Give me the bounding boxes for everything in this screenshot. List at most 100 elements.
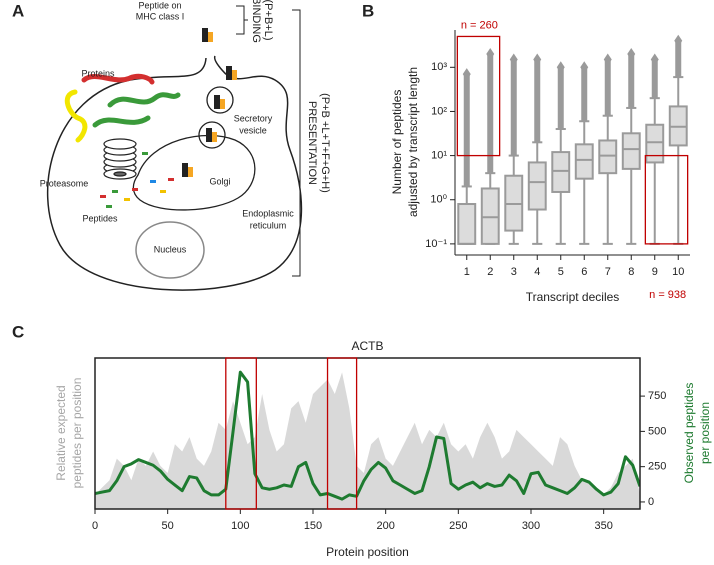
x-tick-label: 0 [92, 520, 98, 532]
panel-label: B [362, 1, 374, 20]
protein [64, 89, 88, 143]
label: Secretory [234, 113, 273, 123]
label: Nucleus [154, 244, 187, 254]
observed-line [95, 370, 640, 501]
cell-membrane [46, 55, 303, 291]
outlier-range [534, 59, 541, 143]
y2-axis-label: Observed peptides [682, 383, 696, 484]
highlight-label: n = 260 [461, 19, 498, 31]
outlier-range [675, 40, 682, 78]
y-axis-label: Relative expected [54, 385, 68, 480]
outlier [462, 68, 471, 81]
outlier [580, 61, 589, 74]
outlier [650, 53, 659, 66]
outlier [603, 53, 612, 66]
box [480, 187, 500, 245]
outlier [627, 48, 636, 61]
protein [81, 73, 155, 85]
panel-label: C [12, 322, 24, 341]
x-tick-label: 100 [231, 520, 249, 532]
x-axis-label: Protein position [326, 545, 409, 559]
y-tick-label: 10⁻¹ [425, 238, 447, 250]
label: reticulum [250, 220, 287, 230]
label: Peptide on [138, 0, 181, 10]
golgi [132, 134, 256, 211]
x-tick-label: 5 [558, 266, 564, 278]
y2-tick-label: 750 [648, 390, 666, 402]
y-tick-label: 10¹ [431, 150, 447, 162]
box [527, 161, 547, 211]
nucleus [135, 221, 205, 279]
box [598, 139, 618, 175]
mhc-molecules [182, 28, 237, 177]
label: BINDING [250, 0, 262, 43]
y-tick-label: 10² [431, 105, 447, 117]
x-tick-label: 350 [594, 520, 612, 532]
label: PRESENTATION [306, 101, 318, 185]
box [621, 132, 641, 170]
label: (P+B+L) [262, 0, 274, 40]
x-tick-label: 250 [449, 520, 467, 532]
x-tick-label: 150 [304, 520, 322, 532]
x-tick-label: 9 [652, 266, 658, 278]
outlier-range [604, 59, 611, 116]
label: Peptides [82, 213, 118, 223]
diagram: A Peptide on MHC class I BINDING [12, 0, 331, 291]
x-tick-label: 2 [487, 266, 493, 278]
x-axis-label: Transcript deciles [526, 290, 620, 304]
highlight-box [644, 154, 689, 245]
y-axis-label: peptides per position [70, 378, 84, 489]
label: Proteins [81, 68, 115, 78]
outlier-range [487, 54, 494, 174]
y2-tick-label: 0 [648, 496, 654, 508]
label: (P+B +L+T+F+G+H) [319, 93, 331, 193]
x-tick-label: 1 [464, 266, 470, 278]
panel-label: A [12, 1, 24, 20]
outlier [674, 34, 683, 47]
vesicle [198, 121, 226, 149]
box [574, 143, 594, 180]
proteasome [103, 138, 137, 180]
x-tick-label: 7 [605, 266, 611, 278]
chart-title: ACTB [351, 339, 383, 353]
box [457, 203, 477, 245]
y2-tick-label: 500 [648, 425, 666, 437]
outlier [509, 53, 518, 66]
x-tick-label: 4 [534, 266, 540, 278]
box [551, 151, 571, 193]
outlier-range [581, 67, 588, 122]
y-tick-label: 10³ [431, 61, 447, 73]
y2-axis-label: per position [698, 402, 712, 464]
outlier-range [628, 54, 635, 108]
label: Endoplasmic [242, 208, 294, 218]
bracket [236, 5, 248, 35]
highlight-box [456, 35, 501, 157]
highlight-box [326, 357, 358, 510]
y-axis-label: adjusted by transcript length [406, 67, 420, 217]
x-tick-label: 10 [672, 266, 684, 278]
peptide-fragments [100, 152, 174, 208]
protein [107, 92, 181, 108]
x-tick-label: 3 [511, 266, 517, 278]
highlight-box [225, 357, 257, 510]
y-tick-label: 10⁰ [430, 194, 447, 206]
plot-frame [94, 357, 641, 510]
x-tick-label: 50 [162, 520, 174, 532]
box [645, 123, 665, 164]
protein [92, 115, 151, 128]
expected-area [95, 372, 640, 509]
y-axis-label: Number of peptides [390, 90, 404, 195]
outlier-range [557, 67, 564, 130]
label: MHC class I [136, 11, 185, 21]
vesicle [206, 86, 234, 114]
label: Golgi [209, 176, 230, 186]
y2-tick-label: 250 [648, 461, 666, 473]
outlier-range [510, 59, 517, 156]
outlier [486, 48, 495, 61]
bracket [292, 9, 301, 277]
x-tick-label: 200 [376, 520, 394, 532]
x-tick-label: 8 [628, 266, 634, 278]
outlier [556, 61, 565, 74]
outlier-range [463, 74, 470, 187]
